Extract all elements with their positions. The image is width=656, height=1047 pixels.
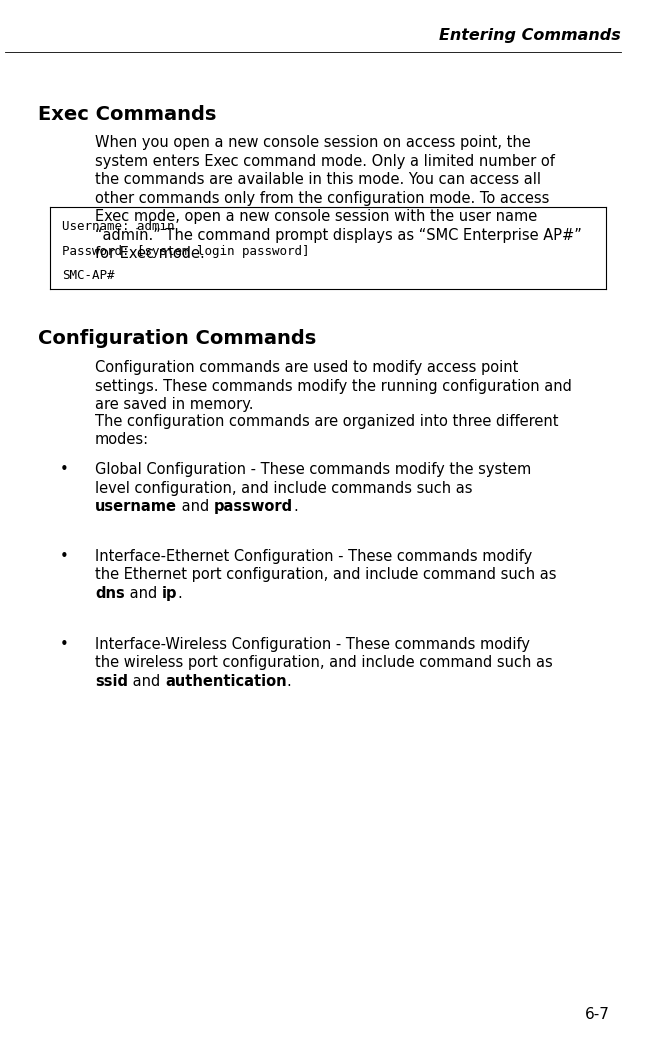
Text: 6-7: 6-7 <box>585 1007 610 1022</box>
Text: .: . <box>177 586 182 601</box>
Text: .: . <box>293 499 298 514</box>
Text: password: password <box>214 499 293 514</box>
Text: and: and <box>128 674 165 689</box>
Text: modes:: modes: <box>95 432 149 447</box>
Text: ssid: ssid <box>95 674 128 689</box>
Text: Interface-Ethernet Configuration - These commands modify: Interface-Ethernet Configuration - These… <box>95 549 532 564</box>
Text: the commands are available in this mode. You can access all: the commands are available in this mode.… <box>95 172 541 187</box>
Text: SMC-AP#: SMC-AP# <box>62 269 115 282</box>
Text: system enters Exec command mode. Only a limited number of: system enters Exec command mode. Only a … <box>95 154 555 169</box>
Text: •: • <box>60 462 69 477</box>
Text: Exec Commands: Exec Commands <box>38 105 216 124</box>
Text: dns: dns <box>95 586 125 601</box>
Text: authentication: authentication <box>165 674 287 689</box>
Text: •: • <box>60 637 69 652</box>
Text: When you open a new console session on access point, the: When you open a new console session on a… <box>95 135 531 150</box>
Text: .: . <box>287 674 291 689</box>
Text: and: and <box>125 586 161 601</box>
Text: “admin.” The command prompt displays as “SMC Enterprise AP#”: “admin.” The command prompt displays as … <box>95 227 582 243</box>
Text: settings. These commands modify the running configuration and: settings. These commands modify the runn… <box>95 379 572 394</box>
Text: Entering Commands: Entering Commands <box>440 28 621 43</box>
Text: the Ethernet port configuration, and include command such as: the Ethernet port configuration, and inc… <box>95 567 556 582</box>
Text: Configuration commands are used to modify access point: Configuration commands are used to modif… <box>95 360 518 375</box>
Text: The configuration commands are organized into three different: The configuration commands are organized… <box>95 414 558 429</box>
Text: •: • <box>60 549 69 564</box>
Text: are saved in memory.: are saved in memory. <box>95 397 253 413</box>
Text: Exec mode, open a new console session with the user name: Exec mode, open a new console session wi… <box>95 209 537 224</box>
Text: the wireless port configuration, and include command such as: the wireless port configuration, and inc… <box>95 655 553 670</box>
Text: level configuration, and include commands such as: level configuration, and include command… <box>95 481 472 495</box>
Text: Configuration Commands: Configuration Commands <box>38 329 316 348</box>
Text: Global Configuration - These commands modify the system: Global Configuration - These commands mo… <box>95 462 531 477</box>
Text: Interface-Wireless Configuration - These commands modify: Interface-Wireless Configuration - These… <box>95 637 530 652</box>
Text: for Exec mode.: for Exec mode. <box>95 246 205 261</box>
Text: username: username <box>95 499 177 514</box>
Text: ip: ip <box>161 586 177 601</box>
Text: Password: [system login password]: Password: [system login password] <box>62 245 310 258</box>
Text: Username: admin: Username: admin <box>62 220 174 233</box>
Text: and: and <box>177 499 214 514</box>
Text: other commands only from the configuration mode. To access: other commands only from the configurati… <box>95 191 549 205</box>
